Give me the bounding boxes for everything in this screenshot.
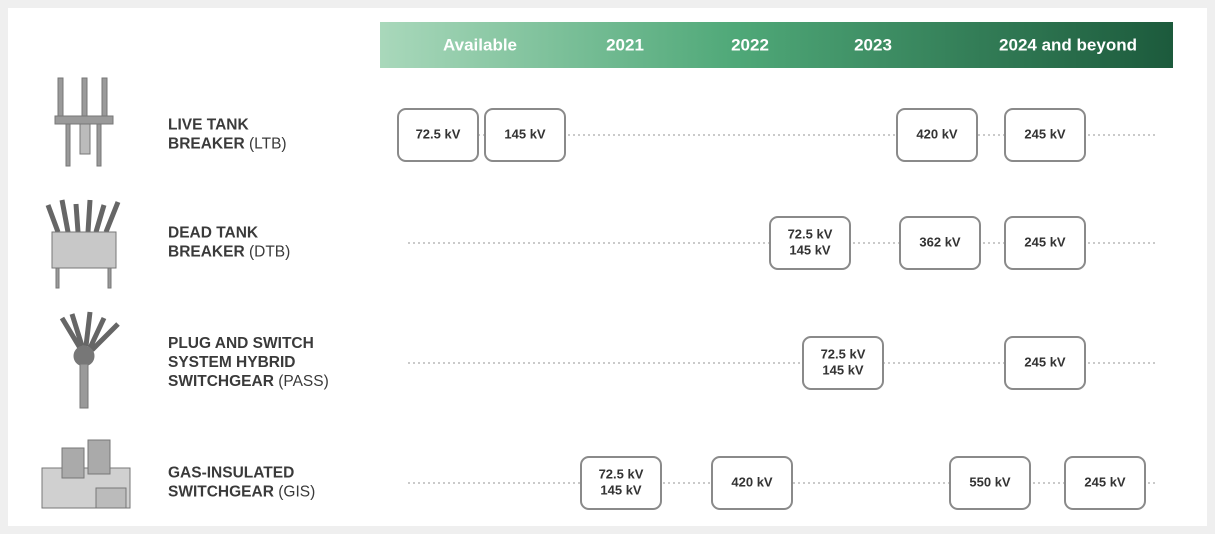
voltage-label: 245 kV <box>1084 474 1126 489</box>
header-label: 2022 <box>731 35 769 54</box>
product-name-line: SWITCHGEAR <box>168 373 274 390</box>
product-abbr: (PASS) <box>278 373 329 390</box>
product-name: LIVE TANK <box>168 117 249 134</box>
product-abbr: (GIS) <box>278 484 315 501</box>
voltage-label: 145 kV <box>504 126 546 141</box>
product-name: PLUG AND SWITCH <box>168 335 314 352</box>
product-name: BREAKER (LTB) <box>168 136 287 153</box>
product-name: BREAKER (DTB) <box>168 244 290 261</box>
voltage-box: 145 kV <box>485 109 565 161</box>
product-name: SWITCHGEAR (PASS) <box>168 373 329 390</box>
voltage-label: 72.5 kV <box>599 466 644 481</box>
header-label: Available <box>443 35 517 54</box>
product-name-line: BREAKER <box>168 136 245 153</box>
voltage-label: 550 kV <box>969 474 1011 489</box>
voltage-box: 245 kV <box>1005 109 1085 161</box>
voltage-box: 550 kV <box>950 457 1030 509</box>
product-name: DEAD TANK <box>168 225 259 242</box>
header-label: 2023 <box>854 35 892 54</box>
header-label: 2021 <box>606 35 644 54</box>
voltage-box: 72.5 kV <box>398 109 478 161</box>
voltage-label: 245 kV <box>1024 234 1066 249</box>
voltage-label: 420 kV <box>731 474 773 489</box>
product-abbr: (DTB) <box>249 244 290 261</box>
voltage-box: 245 kV <box>1005 337 1085 389</box>
voltage-box: 245 kV <box>1005 217 1085 269</box>
product-name-line: PLUG AND SWITCH <box>168 335 314 352</box>
product-name-line: BREAKER <box>168 244 245 261</box>
voltage-box: 420 kV <box>712 457 792 509</box>
product-name-line: DEAD TANK <box>168 225 259 242</box>
voltage-label: 72.5 kV <box>788 226 833 241</box>
product-name-line: SYSTEM HYBRID <box>168 354 295 371</box>
header-label: 2024 and beyond <box>999 35 1137 54</box>
voltage-label: 145 kV <box>600 482 642 497</box>
voltage-box: 362 kV <box>900 217 980 269</box>
product-abbr: (LTB) <box>249 136 287 153</box>
voltage-label: 72.5 kV <box>416 126 461 141</box>
voltage-box: 420 kV <box>897 109 977 161</box>
voltage-label: 362 kV <box>919 234 961 249</box>
product-name: SYSTEM HYBRID <box>168 354 295 371</box>
voltage-label: 145 kV <box>822 362 864 377</box>
voltage-label: 145 kV <box>789 242 831 257</box>
product-name-line: LIVE TANK <box>168 117 249 134</box>
voltage-label: 420 kV <box>916 126 958 141</box>
voltage-label: 72.5 kV <box>821 346 866 361</box>
product-name: GAS-INSULATED <box>168 465 294 482</box>
roadmap: Available 2021 2022 2023 2024 and beyond LIV… <box>0 0 1215 534</box>
voltage-label: 245 kV <box>1024 126 1066 141</box>
voltage-box: 245 kV <box>1065 457 1145 509</box>
product-name-line: GAS-INSULATED <box>168 465 294 482</box>
product-name-line: SWITCHGEAR <box>168 484 274 501</box>
product-name: SWITCHGEAR (GIS) <box>168 484 315 501</box>
voltage-label: 245 kV <box>1024 354 1066 369</box>
